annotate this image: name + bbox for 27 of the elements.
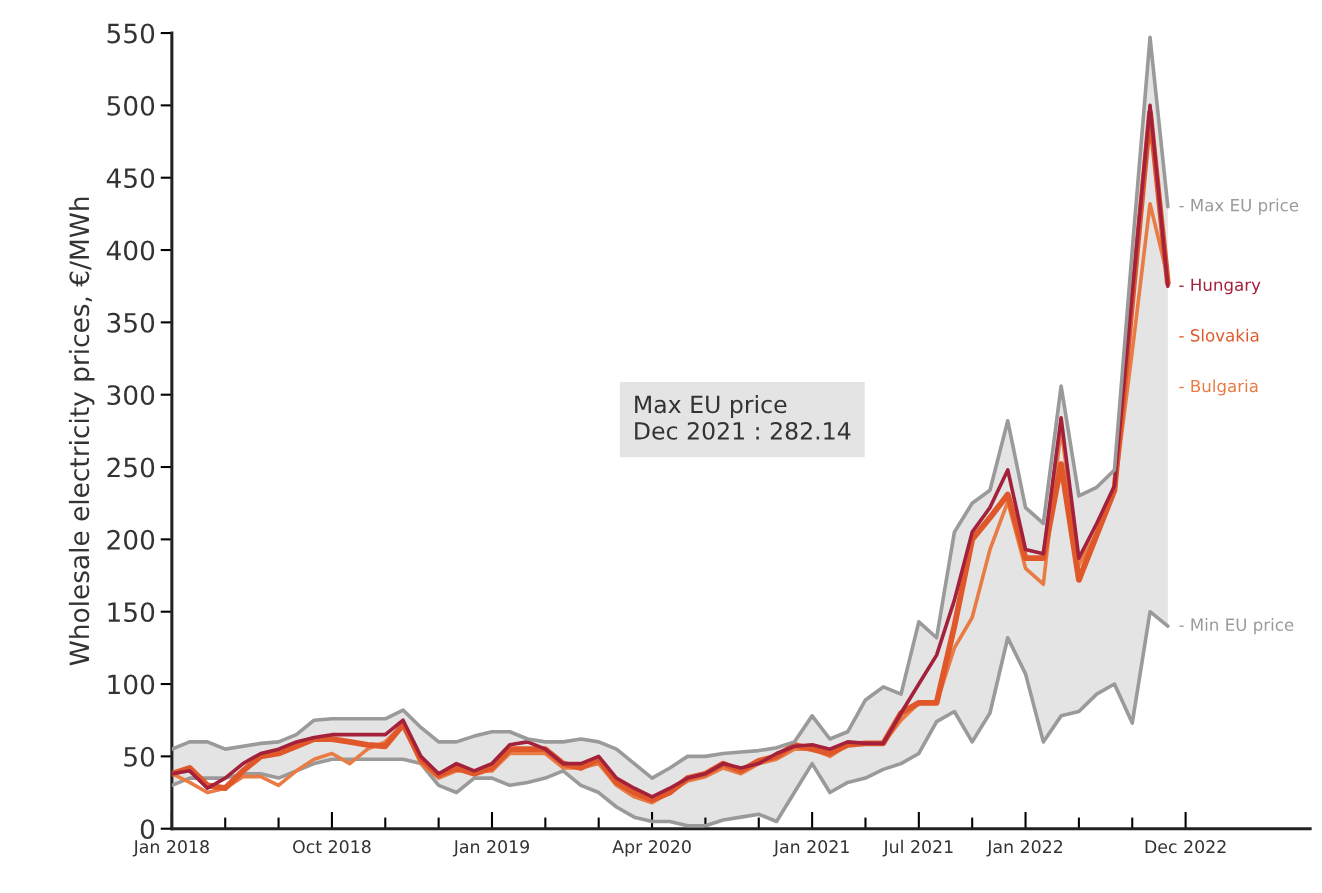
y-tick-label: 200 — [107, 529, 155, 550]
x-tick-label: Jan 2021 — [772, 840, 849, 857]
text: - Slovakia — [1179, 328, 1259, 342]
y-tick-label: 300 — [107, 385, 155, 406]
y-tick-label: 50 — [124, 746, 155, 767]
text: - Bulgaria — [1179, 379, 1258, 396]
annotation: Max EU price Dec 2021 : 282.14 — [635, 395, 851, 440]
y-tick-label: 0 — [140, 819, 155, 840]
series-label: - Hungary — [1179, 278, 1261, 295]
x-tick-label: Jul 2021 — [882, 839, 953, 857]
x-tick-label: Dec 2022 — [1145, 840, 1226, 854]
x-tick-label: Apr 2020 — [612, 840, 691, 857]
y-tick-label: 550 — [107, 23, 155, 44]
series-label: - Min EU price — [1179, 618, 1294, 635]
y-tick-label: 100 — [108, 674, 155, 695]
y-tick-label: 400 — [106, 240, 155, 261]
x-tick-label: Jan 2019 — [452, 840, 529, 857]
y-tick-label: 500 — [107, 95, 155, 116]
x-tick-label: Jan 2018 — [132, 840, 209, 857]
y-tick-label: 350 — [107, 312, 155, 333]
y-tick-label: 250 — [107, 457, 155, 478]
x-tick-label: Oct 2018 — [293, 840, 371, 854]
series-label: - Max EU price — [1179, 198, 1299, 215]
x-tick-label: Jan 2022 — [986, 840, 1063, 857]
y-tick-label: 150 — [108, 602, 155, 623]
y-axis-title: Wholesale electricity prices, €/MWh — [68, 197, 95, 666]
y-tick-label: 450 — [106, 168, 155, 189]
